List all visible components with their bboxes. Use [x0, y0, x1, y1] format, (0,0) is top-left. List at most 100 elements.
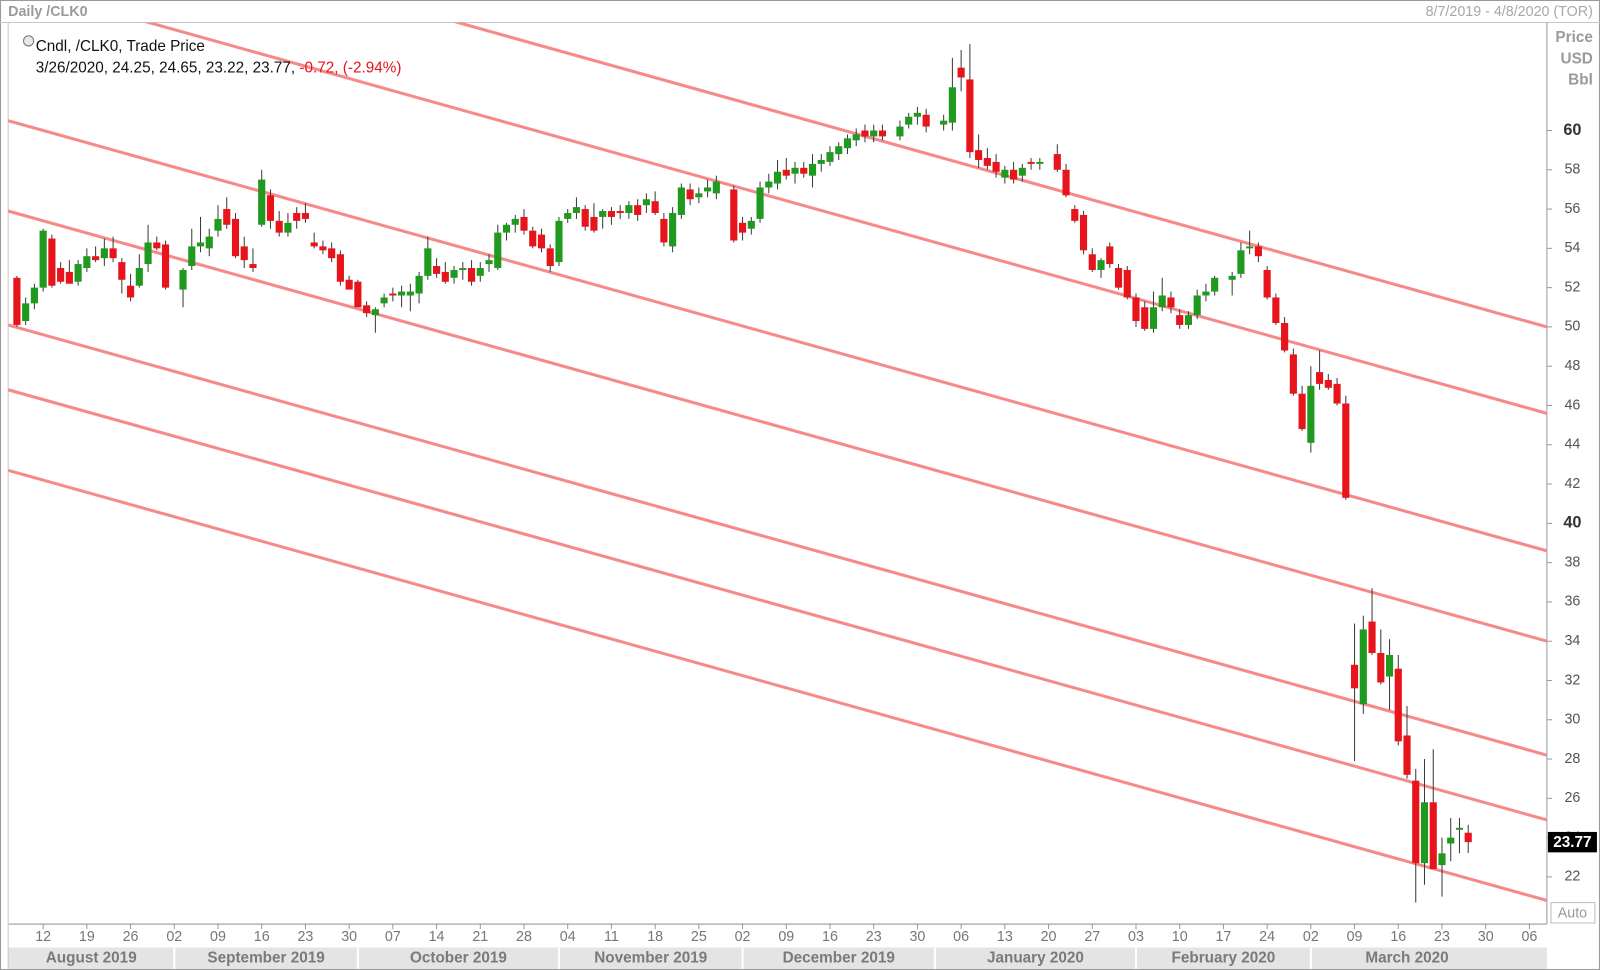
candle-body — [520, 216, 528, 231]
x-tick-label: 07 — [385, 929, 401, 945]
candle-body — [205, 236, 213, 249]
chart-title: Daily /CLK0 — [8, 4, 87, 20]
candle-body — [1289, 354, 1297, 394]
candle-body — [747, 220, 755, 229]
x-tick-label: 30 — [909, 929, 925, 945]
channel-line — [452, 22, 1547, 329]
candle-body — [494, 232, 502, 268]
candle-body — [1141, 307, 1149, 329]
x-tick-label: 20 — [1041, 929, 1057, 945]
candle-body — [1184, 315, 1193, 325]
candle-body — [1123, 269, 1131, 298]
candle-body — [1464, 832, 1472, 843]
month-label: August 2019 — [46, 949, 137, 966]
candle-body — [1316, 372, 1324, 384]
candle-body — [756, 187, 764, 219]
y-tick-label: 22 — [1564, 869, 1580, 885]
last-price-label: 23.77 — [1553, 834, 1591, 851]
candle-body — [983, 157, 991, 166]
candle-body — [1246, 246, 1254, 249]
x-tick-label: 26 — [123, 929, 139, 945]
x-tick-label: 06 — [953, 929, 969, 945]
candle-body — [773, 171, 782, 184]
candle-body — [415, 275, 423, 294]
y-tick-label: 56 — [1564, 201, 1580, 217]
candle-body — [642, 199, 650, 206]
candle-body — [1053, 154, 1061, 170]
candle-body — [686, 189, 694, 200]
auto-button-label[interactable]: Auto — [1558, 906, 1587, 922]
x-tick-label: 23 — [1434, 929, 1450, 945]
candle-body — [800, 167, 808, 174]
candle-body — [870, 130, 878, 137]
candle-body — [48, 238, 56, 286]
candle-body — [13, 277, 21, 325]
candle-body — [843, 138, 852, 149]
candle-body — [1001, 169, 1009, 178]
candle-body — [109, 248, 117, 259]
x-tick-label: 04 — [560, 929, 576, 945]
candle-body — [1272, 297, 1280, 323]
candle-body — [1350, 664, 1359, 689]
candle-body — [704, 187, 712, 192]
candle-body — [1176, 315, 1184, 325]
candle-body — [1158, 295, 1166, 308]
candle-body — [1377, 652, 1385, 683]
y-tick-label: 54 — [1564, 240, 1580, 256]
date-range: 8/7/2019 - 4/8/2020 (TOR) — [1426, 4, 1593, 20]
candle-body — [450, 269, 458, 278]
candle-body — [1027, 161, 1035, 164]
candle-body — [1368, 621, 1376, 653]
candle-body — [546, 248, 554, 267]
candle-body — [432, 266, 441, 274]
candle-body — [389, 293, 397, 296]
y-tick-label: 26 — [1564, 790, 1580, 806]
candle-body — [572, 207, 581, 213]
candle-body — [590, 216, 598, 231]
candle-body — [240, 246, 248, 261]
candle-body — [878, 130, 887, 137]
candle-body — [966, 79, 974, 153]
candle-body — [992, 161, 1000, 172]
month-label: January 2020 — [987, 949, 1084, 966]
last-price-tag — [1547, 831, 1597, 853]
y-tick-label: 42 — [1564, 476, 1580, 492]
candle-body — [913, 112, 921, 117]
candle-body — [537, 234, 546, 249]
month-band — [8, 947, 1547, 969]
x-tick-label: 23 — [297, 929, 313, 945]
candle-body — [398, 291, 406, 296]
candle-body — [1018, 167, 1026, 176]
candle-body — [188, 246, 196, 267]
candle-body — [1281, 322, 1289, 351]
candle-body — [319, 246, 327, 251]
x-tick-label: 03 — [1128, 929, 1144, 945]
candle-body — [695, 193, 703, 198]
candle-body — [1167, 297, 1175, 308]
candle-body — [1132, 297, 1140, 322]
candle-body — [1394, 668, 1402, 742]
y-tick-label: 38 — [1564, 554, 1580, 570]
x-tick-label: 16 — [254, 929, 270, 945]
auto-button[interactable] — [1550, 902, 1596, 924]
candle-body — [660, 218, 668, 243]
x-tick-label: 25 — [691, 929, 707, 945]
candle-body — [1193, 295, 1201, 316]
candle-body — [144, 242, 152, 265]
candle-body — [948, 87, 956, 123]
candle-body — [616, 211, 624, 213]
y-axis-label: Price — [1555, 29, 1592, 46]
candle-body — [738, 222, 747, 233]
candle-body — [730, 189, 738, 241]
candle-body — [765, 181, 773, 188]
x-tick-label: 17 — [1215, 929, 1231, 945]
candle-body — [1263, 269, 1271, 298]
legend-icon[interactable] — [22, 35, 35, 47]
y-tick-label: 30 — [1564, 712, 1580, 728]
candle-body — [555, 220, 563, 263]
candle-body — [476, 267, 484, 276]
candle-body — [1438, 853, 1446, 866]
x-axis-band — [8, 924, 1547, 948]
legend-ohlc: 3/26/2020, 24.25, 24.65, 23.22, 23.77, — [36, 59, 295, 76]
candle-body — [529, 230, 537, 247]
